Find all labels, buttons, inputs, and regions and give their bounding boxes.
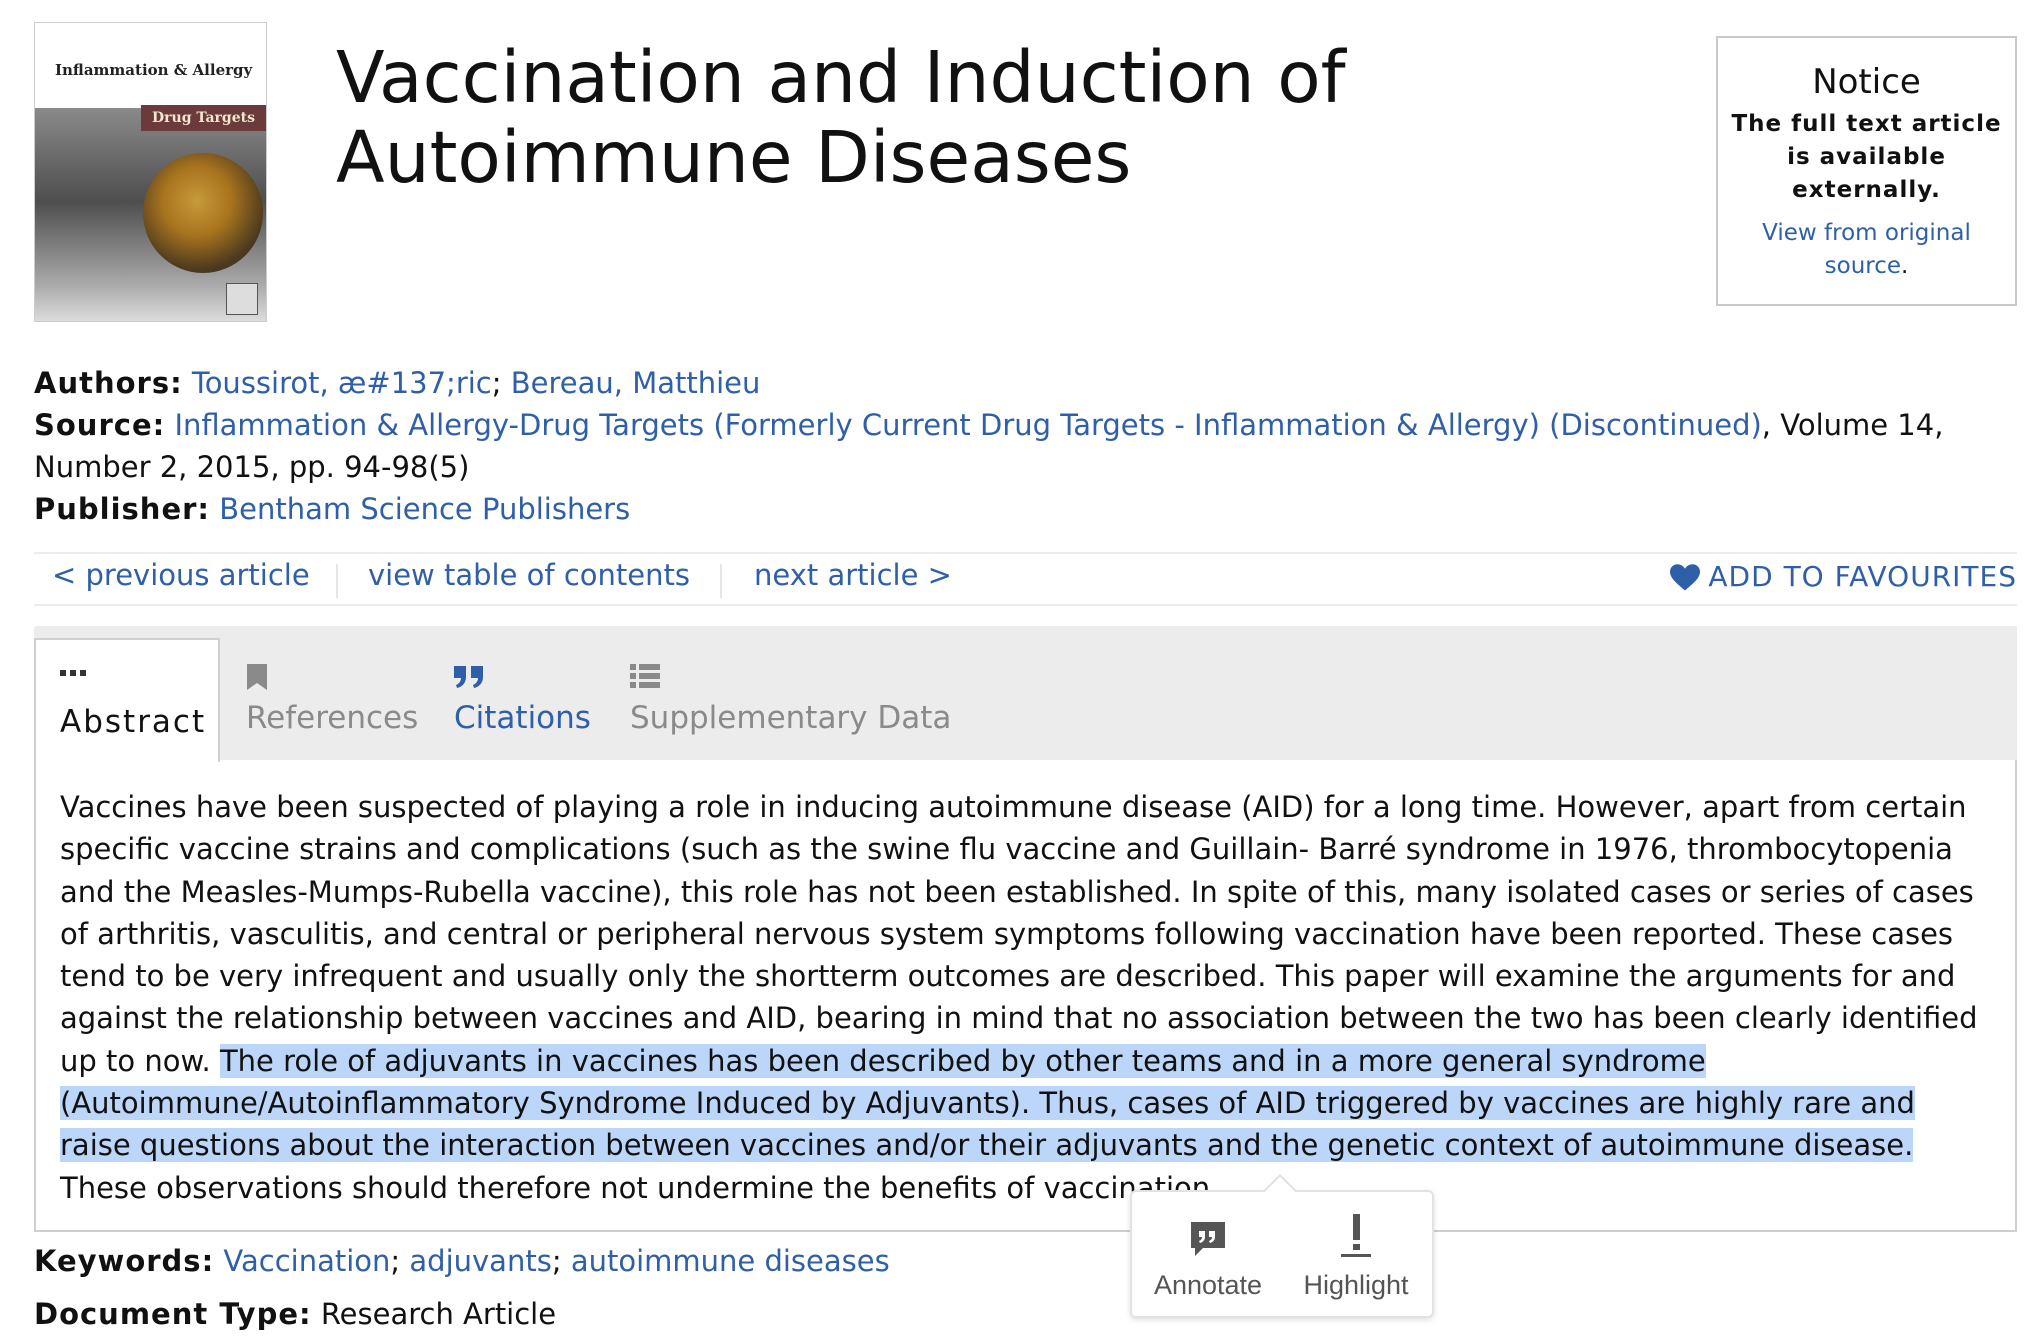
article-title: Vaccination and Induction of Autoimmune … <box>336 36 1346 199</box>
author-link[interactable]: Toussirot, æ#137;ric <box>191 366 492 400</box>
notice-link-wrap: View from original source. <box>1718 217 2015 283</box>
nav-divider <box>336 564 338 598</box>
authors-label: Authors: <box>34 366 183 400</box>
document-type-label: Document Type: <box>34 1297 312 1331</box>
add-to-favourites-label: ADD TO FAVOURITES <box>1708 560 2017 593</box>
abstract-text-after: These observations should therefore not … <box>60 1170 1220 1205</box>
article-meta: Authors: Toussirot, æ#137;ric; Bereau, M… <box>34 362 2014 530</box>
source-row: Source: Inflammation & Allergy-Drug Targ… <box>34 404 2014 488</box>
author-link[interactable]: Bereau, Matthieu <box>510 366 761 400</box>
table-of-contents-link[interactable]: view table of contents <box>368 558 690 592</box>
article-nav: < previous article view table of content… <box>34 552 2017 606</box>
annotate-label: Annotate <box>1153 1270 1263 1300</box>
notice-heading: Notice <box>1812 62 1921 102</box>
cover-artwork <box>143 153 263 273</box>
keywords-row: Keywords: Vaccination; adjuvants; autoim… <box>34 1244 890 1278</box>
tab-label: Supplementary Data <box>630 700 952 736</box>
keyword-link[interactable]: autoimmune diseases <box>570 1244 890 1278</box>
notice-box: Notice The full text article is availabl… <box>1716 36 2017 306</box>
previous-article-link[interactable]: < previous article <box>52 558 310 592</box>
tab-label: References <box>246 700 419 736</box>
tab-label: Citations <box>454 700 591 736</box>
publisher-row: Publisher: Bentham Science Publishers <box>34 488 2014 530</box>
quote-icon <box>454 666 483 688</box>
keyword-link[interactable]: Vaccination <box>223 1244 391 1278</box>
abstract-text-before: Vaccines have been suspected of playing … <box>60 790 1978 1078</box>
tab-citations[interactable]: Citations <box>454 636 594 760</box>
tab-references[interactable]: References <box>246 636 418 760</box>
keyword-separator: ; <box>390 1244 410 1278</box>
ellipsis-icon <box>60 670 86 676</box>
list-icon <box>630 664 660 688</box>
document-type-value: Research Article <box>320 1297 557 1331</box>
highlight-icon <box>1341 1214 1371 1257</box>
abstract-text[interactable]: Vaccines have been suspected of playing … <box>60 786 1990 1209</box>
annotate-icon <box>1191 1222 1225 1256</box>
bookmark-icon <box>247 664 267 690</box>
annotate-button[interactable]: Annotate <box>1138 1212 1278 1301</box>
abstract-text-selected[interactable]: The role of adjuvants in vaccines has be… <box>60 1043 1915 1163</box>
notice-body: The full text article is available exter… <box>1731 111 2002 203</box>
tab-supplementary-data[interactable]: Supplementary Data <box>630 636 970 760</box>
tab-label: Abstract <box>60 704 207 740</box>
document-type-row: Document Type: Research Article <box>34 1297 556 1331</box>
highlight-label: Highlight <box>1303 1270 1409 1300</box>
authors-row: Authors: Toussirot, æ#137;ric; Bereau, M… <box>34 362 2014 404</box>
next-article-link[interactable]: next article > <box>754 558 952 592</box>
author-separator: ; <box>491 366 511 400</box>
highlight-button[interactable]: Highlight <box>1286 1212 1426 1301</box>
source-journal-link[interactable]: Inflammation & Allergy-Drug Targets (For… <box>174 408 1762 442</box>
publisher-label: Publisher: <box>34 492 211 526</box>
view-original-source-link[interactable]: View from original source <box>1762 220 1971 279</box>
source-label: Source: <box>34 408 166 442</box>
abstract-panel: Vaccines have been suspected of playing … <box>34 760 2017 1232</box>
cover-title: Inflammation & Allergy <box>55 61 253 79</box>
heart-icon <box>1670 564 1701 591</box>
nav-divider <box>720 564 722 598</box>
add-to-favourites-button[interactable]: ADD TO FAVOURITES <box>1670 560 2017 593</box>
publisher-logo-icon <box>226 283 258 315</box>
tab-bar: Abstract References Citations Supplement… <box>34 626 2017 762</box>
tab-abstract[interactable]: Abstract <box>34 638 220 762</box>
selection-popup: Annotate Highlight <box>1130 1174 1434 1318</box>
cover-subtitle: Drug Targets <box>141 105 266 131</box>
keyword-separator: ; <box>551 1244 571 1278</box>
journal-cover[interactable]: ​ Inflammation & Allergy Drug Targets <box>34 22 267 322</box>
publisher-link[interactable]: Bentham Science Publishers <box>219 492 631 526</box>
notice-link-suffix: . <box>1901 253 1909 279</box>
keyword-link[interactable]: adjuvants <box>409 1244 552 1278</box>
keywords-label: Keywords: <box>34 1244 215 1278</box>
source-details: , Volume 14, Number 2, 2015, pp. 94-98(5… <box>34 408 1944 484</box>
